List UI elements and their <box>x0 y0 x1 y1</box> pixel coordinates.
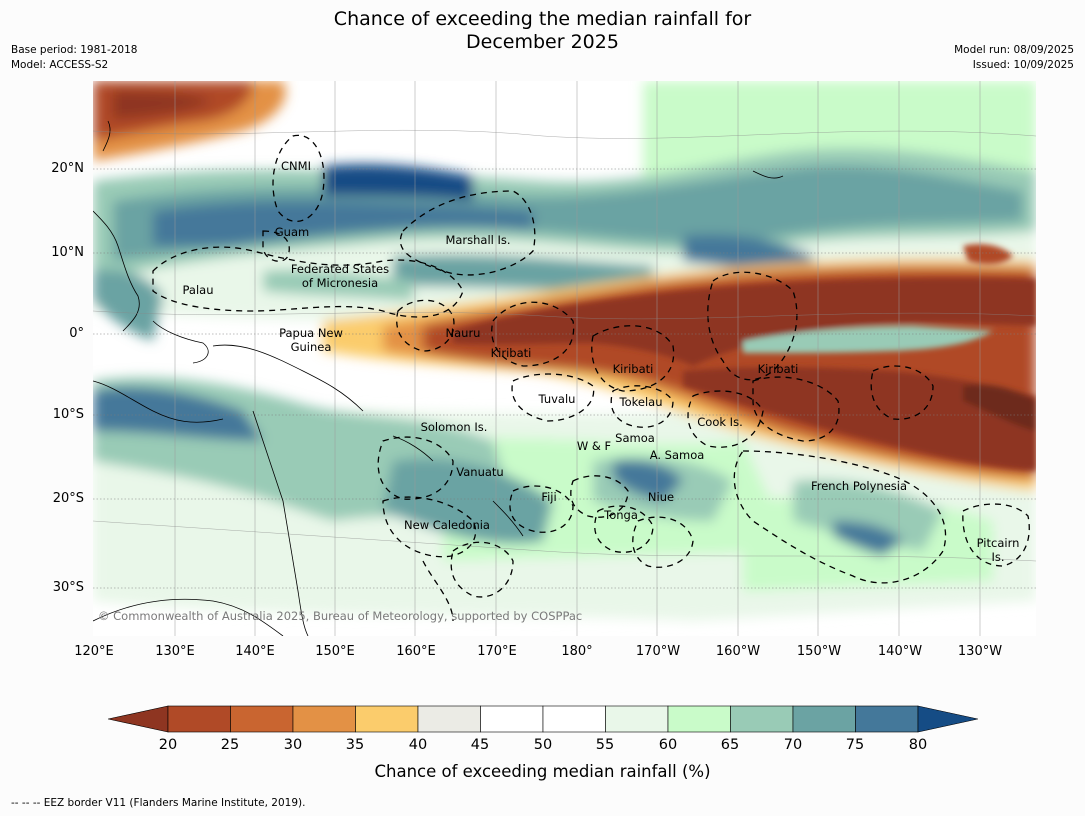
eez-borders <box>152 134 1030 622</box>
region-micronesia: Federated States of Micronesia <box>290 262 390 290</box>
colorbar-segment <box>855 705 919 733</box>
region-fiji: Fiji <box>541 490 557 504</box>
colorbar <box>108 705 978 733</box>
lon-label-130w: 130°W <box>957 644 1003 659</box>
colorbar-tick-60: 60 <box>658 737 678 753</box>
issued-date: Issued: 10/09/2025 <box>972 59 1074 71</box>
colorbar-segment <box>230 705 294 733</box>
region-pitcairn-islands: Pitcairn Is. <box>976 536 1020 564</box>
region-kiribati-west: Kiribati <box>490 346 532 360</box>
base-period: Base period: 1981-2018 <box>11 44 138 56</box>
region-kiribati-east: Kiribati <box>757 362 799 376</box>
colorbar-tick-45: 45 <box>470 737 490 753</box>
colorbar-tick-30: 30 <box>283 737 303 753</box>
region-cook-islands: Cook Is. <box>697 415 743 429</box>
colorbar-tick-35: 35 <box>345 737 365 753</box>
lat-label-10s: 10°S <box>52 407 84 422</box>
colorbar-tick-20: 20 <box>158 737 178 753</box>
rainfall-map <box>93 81 1036 636</box>
region-palau: Palau <box>182 283 214 297</box>
contours <box>93 130 1036 562</box>
colorbar-tick-40: 40 <box>408 737 428 753</box>
lon-label-170w: 170°W <box>635 644 681 659</box>
region-niue: Niue <box>647 490 675 504</box>
lat-label-20n: 20°N <box>51 161 84 176</box>
region-american-samoa: A. Samoa <box>649 448 705 462</box>
lat-label-0: 0° <box>69 326 84 341</box>
colorbar-tick-50: 50 <box>533 737 553 753</box>
colorbar-segment <box>292 705 356 733</box>
colorbar-segment <box>605 705 669 733</box>
lon-label-130e: 130°E <box>155 644 195 659</box>
colorbar-segment <box>792 705 856 733</box>
colorbar-extend-high <box>917 705 978 733</box>
colorbar-segment <box>542 705 606 733</box>
copyright-notice: © Commonwealth of Australia 2025, Bureau… <box>98 609 583 623</box>
colorbar-segment <box>480 705 544 733</box>
model-run-date: Model run: 08/09/2025 <box>954 44 1074 56</box>
colorbar-segment <box>730 705 794 733</box>
colorbar-tick-25: 25 <box>220 737 240 753</box>
region-nauru: Nauru <box>445 326 481 340</box>
region-papua-new-guinea: Papua New Guinea <box>279 326 343 354</box>
colorbar-tick-75: 75 <box>845 737 865 753</box>
map-canvas <box>93 81 1036 636</box>
coastlines <box>93 120 784 636</box>
colorbar-segment <box>417 705 481 733</box>
title-line-1: Chance of exceeding the median rainfall … <box>333 8 752 30</box>
region-samoa: Samoa <box>615 431 655 445</box>
region-kiribati-central: Kiribati <box>612 362 654 376</box>
region-guam: Guam <box>274 225 310 239</box>
colorbar-segment <box>167 705 231 733</box>
lat-label-20s: 20°S <box>52 491 84 506</box>
lon-label-180: 180° <box>561 644 593 659</box>
lon-label-150e: 150°E <box>315 644 355 659</box>
model-name: Model: ACCESS-S2 <box>11 59 109 71</box>
lon-label-160e: 160°E <box>396 644 436 659</box>
colorbar-tick-80: 80 <box>908 737 928 753</box>
lon-label-140w: 140°W <box>877 644 923 659</box>
map-title: Chance of exceeding the median rainfall … <box>0 8 1085 54</box>
region-solomon-islands: Solomon Is. <box>420 420 488 434</box>
region-french-polynesia: French Polynesia <box>810 479 908 493</box>
title-line-2: December 2025 <box>466 31 619 53</box>
region-wallis-futuna: W & F <box>576 439 612 453</box>
eez-legend-footer: -- -- -- EEZ border V11 (Flanders Marine… <box>11 797 306 809</box>
lon-label-120e: 120°E <box>74 644 114 659</box>
colorbar-tick-55: 55 <box>595 737 615 753</box>
dry-core <box>453 244 1036 471</box>
lon-grid <box>174 81 981 636</box>
lon-label-140e: 140°E <box>235 644 275 659</box>
colorbar-title: Chance of exceeding median rainfall (%) <box>374 762 711 781</box>
colorbar-extend-low <box>108 705 169 733</box>
run-info: Model run: 08/09/2025 Issued: 10/09/2025 <box>954 43 1074 73</box>
region-cnmi: CNMI <box>281 159 311 173</box>
colorbar-tick-70: 70 <box>783 737 803 753</box>
colorbar-segment <box>667 705 731 733</box>
lon-label-160w: 160°W <box>715 644 761 659</box>
colorbar-segment <box>355 705 419 733</box>
colorbar-tick-65: 65 <box>720 737 740 753</box>
region-tuvalu: Tuvalu <box>538 392 576 406</box>
lat-label-30s: 30°S <box>52 580 84 595</box>
region-tonga: Tonga <box>604 508 638 522</box>
lat-label-10n: 10°N <box>51 245 84 260</box>
region-tokelau: Tokelau <box>619 395 663 409</box>
lon-label-150w: 150°W <box>796 644 842 659</box>
lon-label-170e: 170°E <box>477 644 517 659</box>
region-new-caledonia: New Caledonia <box>404 518 490 532</box>
region-marshall-islands: Marshall Is. <box>445 233 511 247</box>
region-vanuatu: Vanuatu <box>456 465 504 479</box>
base-period-info: Base period: 1981-2018 Model: ACCESS-S2 <box>11 43 137 73</box>
